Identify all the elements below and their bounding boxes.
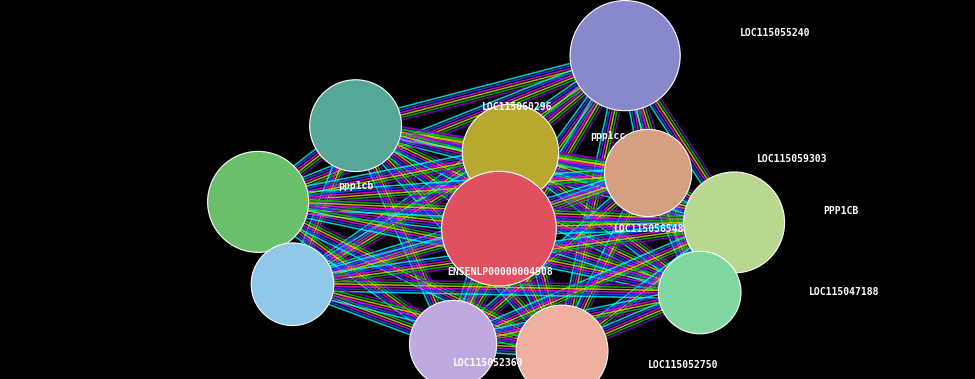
Text: LOC115052750: LOC115052750 [648, 360, 719, 370]
Text: LOC115047188: LOC115047188 [808, 288, 879, 298]
Text: PPP1CB: PPP1CB [824, 206, 859, 216]
Ellipse shape [604, 130, 691, 217]
Ellipse shape [658, 251, 741, 334]
Text: LOC115056548: LOC115056548 [613, 224, 684, 233]
Text: ppp1cb: ppp1cb [338, 181, 373, 191]
Ellipse shape [516, 305, 608, 379]
Ellipse shape [683, 172, 785, 273]
Text: LOC115060296: LOC115060296 [482, 102, 552, 112]
Ellipse shape [442, 171, 557, 286]
Ellipse shape [410, 301, 496, 379]
Ellipse shape [570, 0, 681, 111]
Ellipse shape [310, 80, 402, 172]
Text: ENSENLP00000004908: ENSENLP00000004908 [448, 267, 553, 277]
Text: LOC115052360: LOC115052360 [453, 359, 524, 368]
Ellipse shape [462, 104, 559, 200]
Text: LOC115059303: LOC115059303 [757, 153, 828, 164]
Ellipse shape [208, 151, 308, 252]
Text: ppp1cc: ppp1cc [591, 131, 626, 141]
Ellipse shape [252, 243, 333, 326]
Text: LOC115055240: LOC115055240 [740, 28, 810, 38]
